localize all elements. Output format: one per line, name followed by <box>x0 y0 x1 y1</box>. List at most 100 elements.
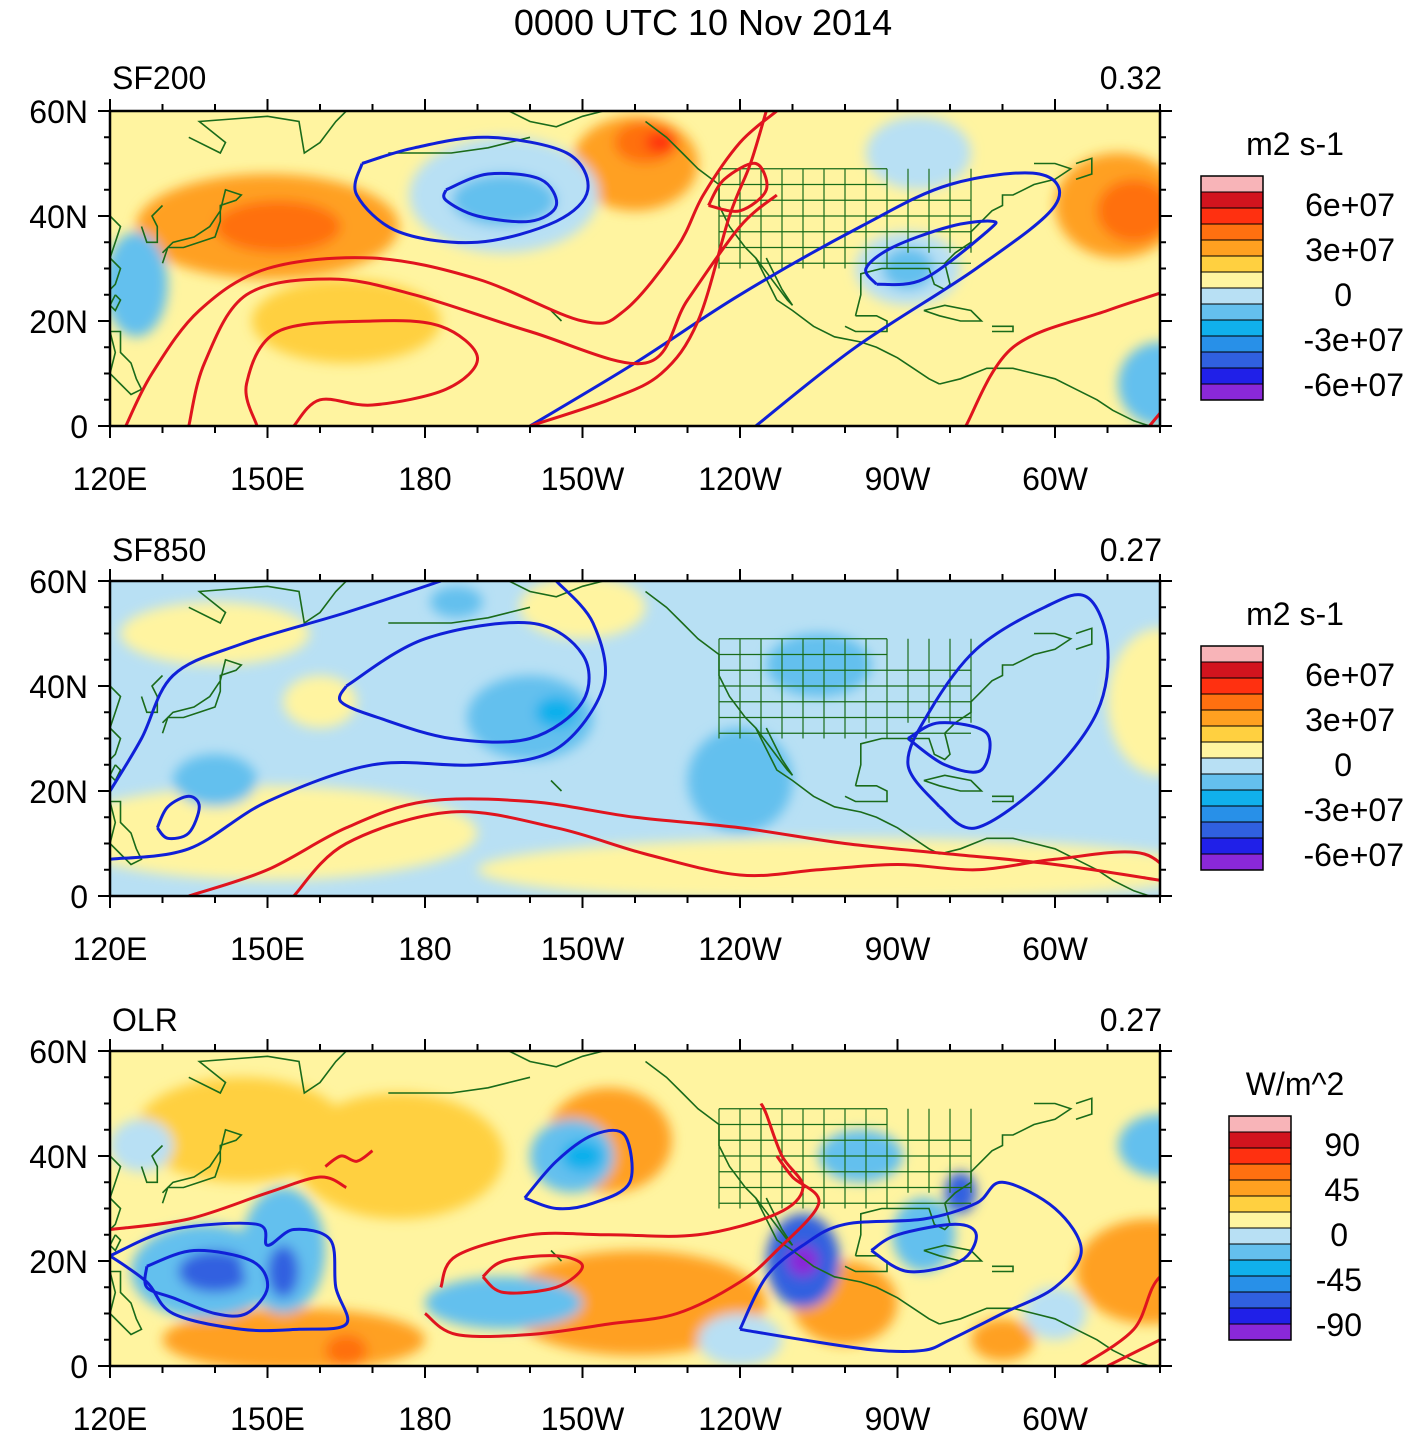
colorbar-swatch <box>1200 335 1264 353</box>
colorbar-swatch <box>1200 773 1264 791</box>
y-tick-label: 40N <box>29 669 88 705</box>
colorbar-tick: 45 <box>1324 1172 1360 1208</box>
colorbar-tick: 0 <box>1334 747 1352 783</box>
x-tick-label: 60W <box>1022 1401 1089 1437</box>
panel-corr-olr: 0.27 <box>1099 1002 1162 1038</box>
field-anomaly-blob <box>451 174 557 227</box>
field-anomaly-blob <box>120 602 310 665</box>
x-tick-label: 120W <box>698 461 782 497</box>
colorbar-swatch <box>1200 805 1264 823</box>
sf200-map: 120E 150E 180 150W 120W 90W 60W 60N 40N 20N 0 <box>29 95 1172 497</box>
positive-contour <box>244 319 479 426</box>
negative-contour <box>864 219 998 287</box>
x-tick-label: 150E <box>230 1401 305 1437</box>
colorbar-swatch <box>1200 757 1264 775</box>
positive-contour <box>964 291 1160 426</box>
field-anomaly-blob <box>283 675 357 728</box>
colorbar-olr <box>1228 1115 1292 1341</box>
colorbar-units-sf200: m2 s-1 <box>1246 126 1344 162</box>
negative-contour <box>110 581 608 861</box>
positive-contour <box>187 193 778 426</box>
positive-contour <box>292 810 1160 896</box>
x-tick-label: 150W <box>541 931 625 967</box>
negative-contour <box>143 1248 270 1318</box>
colorbar-tick: 6e+07 <box>1305 657 1395 693</box>
field-anomaly-blob <box>178 1250 252 1293</box>
x-tick-label: 60W <box>1022 931 1089 967</box>
panel-label-sf200: SF200 <box>112 60 207 96</box>
colorbar-swatch <box>1200 789 1264 807</box>
negative-contour <box>529 171 1061 426</box>
y-tick-label: 60N <box>29 1035 88 1070</box>
sf850-map: 120E 150E 180 150W 120W 90W 60W 60N 40N 20N 0 <box>29 565 1172 967</box>
field-anomaly-blob <box>477 838 1160 896</box>
colorbar-swatch <box>1200 693 1264 711</box>
colorbar-swatch <box>1200 191 1264 209</box>
field-anomaly-blob <box>110 231 168 337</box>
y-tick-label: 40N <box>29 1139 88 1175</box>
colorbar-swatch <box>1200 351 1264 369</box>
y-tick-label: 20N <box>29 774 88 810</box>
x-tick-label: 150E <box>230 461 305 497</box>
negative-contour <box>738 1180 1083 1354</box>
panel-label-olr: OLR <box>112 1002 178 1038</box>
colorbar-sf200 <box>1200 175 1264 401</box>
positive-contour <box>707 161 769 213</box>
negative-contour <box>442 171 559 224</box>
olr-map: 120E 150E 180 150W 120W 90W 60W 60N 40N 20N 0 <box>29 1035 1200 1437</box>
field-anomaly-blob <box>110 785 478 881</box>
colorbar-swatch <box>1200 837 1264 855</box>
x-tick-label: 90W <box>865 931 932 967</box>
colorbar-tick: -3e+07 <box>1303 322 1404 358</box>
field-anomaly-blob <box>1118 342 1160 426</box>
field-anomaly-blob <box>645 132 677 153</box>
field-anomaly-blob <box>1181 1235 1200 1267</box>
positive-contour <box>188 797 1160 896</box>
colorbar-swatch <box>1200 303 1264 321</box>
x-tick-label: 120W <box>698 1401 782 1437</box>
colorbar-tick: 6e+07 <box>1305 187 1395 223</box>
field-anomaly-blob <box>467 675 593 760</box>
figure-title: 0000 UTC 10 Nov 2014 <box>513 2 893 43</box>
x-tick-label: 180 <box>398 931 451 967</box>
negative-contour <box>906 593 1110 830</box>
colorbar-swatch <box>1200 677 1264 695</box>
x-tick-label: 150E <box>230 931 305 967</box>
colorbar-swatch <box>1200 645 1264 663</box>
colorbar-swatch <box>1200 255 1264 273</box>
state-boundaries <box>718 1108 972 1209</box>
x-tick-label: 120E <box>73 461 148 497</box>
y-tick-label: 40N <box>29 199 88 235</box>
colorbar-swatch <box>1200 239 1264 257</box>
x-tick-label: 180 <box>398 461 451 497</box>
coastlines <box>110 1051 1150 1366</box>
x-tick-label: 150W <box>541 1401 625 1437</box>
x-tick-label: 60W <box>1022 461 1089 497</box>
colorbar-tick: -90 <box>1315 1307 1362 1343</box>
field-anomaly-blob <box>425 1276 583 1330</box>
colorbar-swatch <box>1200 271 1264 289</box>
field-anomaly-blob <box>215 200 341 253</box>
positive-contour <box>424 1155 821 1339</box>
colorbar-swatch <box>1200 287 1264 305</box>
field-anomaly-blob <box>110 1119 173 1172</box>
positive-contour <box>110 1175 347 1231</box>
colorbar-swatch <box>1200 207 1264 225</box>
colorbar-units-sf850: m2 s-1 <box>1246 596 1344 632</box>
field-anomaly-blob <box>1076 1219 1160 1324</box>
colorbar-tick: 90 <box>1324 1127 1360 1163</box>
positive-contour <box>324 1149 374 1168</box>
panel-corr-sf850: 0.27 <box>1099 532 1162 568</box>
y-tick-label: 0 <box>70 1349 88 1385</box>
positive-contour <box>439 1102 805 1288</box>
x-tick-label: 150W <box>541 461 625 497</box>
colorbar-swatch <box>1200 725 1264 743</box>
field-anomaly-blob <box>561 1140 604 1172</box>
x-tick-label: 180 <box>398 1401 451 1437</box>
field-anomaly-blob <box>267 1245 299 1298</box>
field-anomaly-blob <box>1097 179 1160 243</box>
field-anomaly-blob <box>687 728 793 833</box>
positive-contour <box>1080 1274 1160 1366</box>
colorbar-tick: -6e+07 <box>1303 367 1404 403</box>
x-tick-label: 120W <box>698 931 782 967</box>
